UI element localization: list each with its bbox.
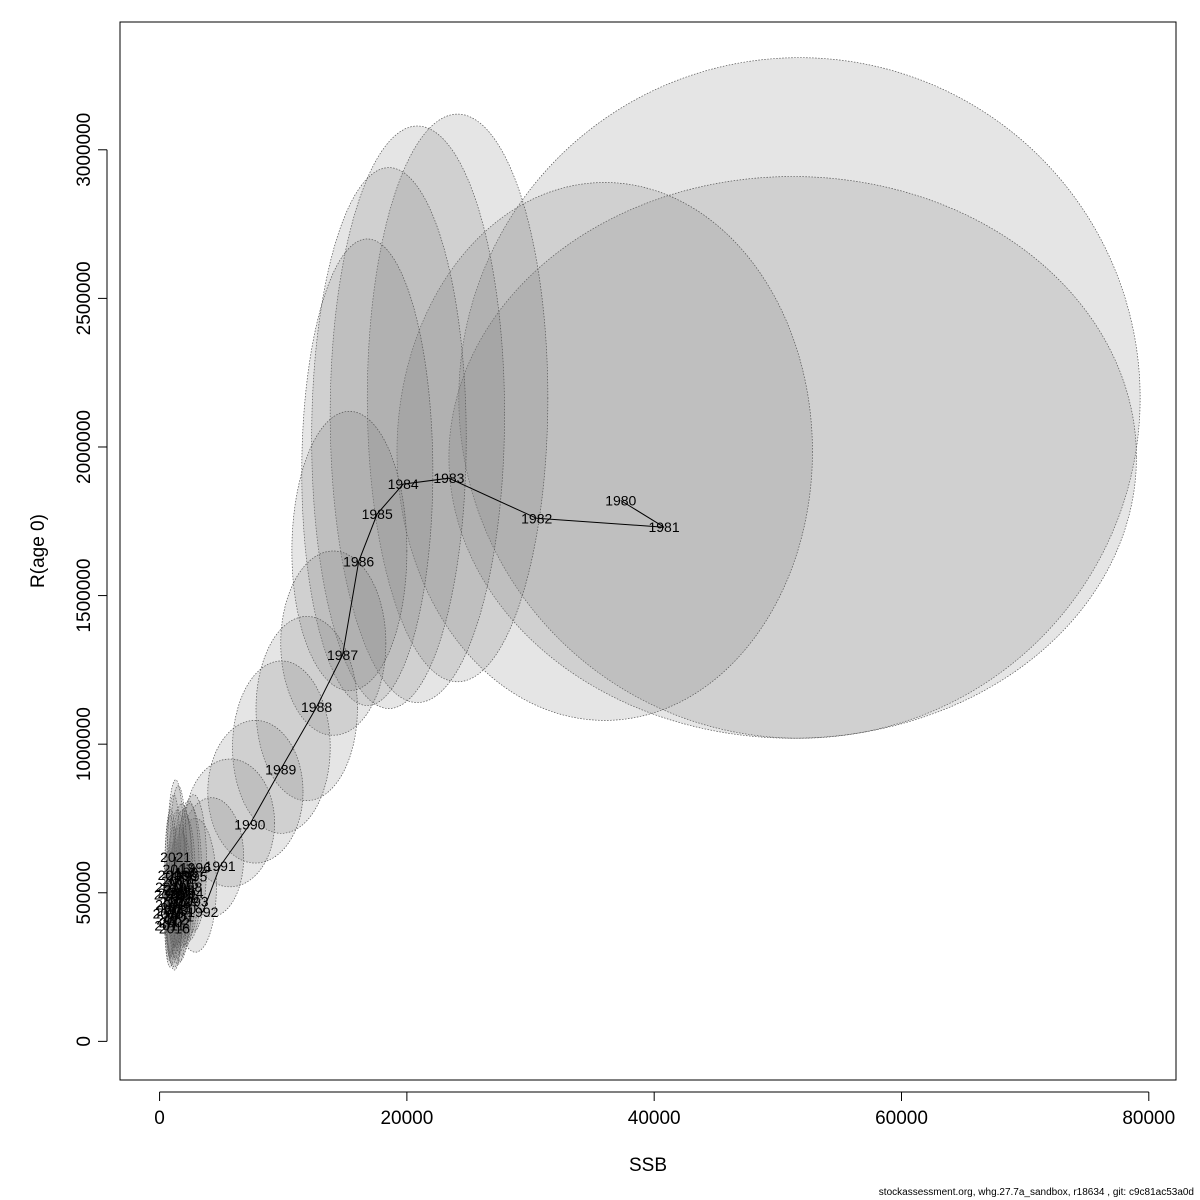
x-tick-label: 40000 bbox=[628, 1108, 681, 1129]
confidence-ellipse-1982 bbox=[396, 182, 813, 721]
point-label-1997: 1997 bbox=[175, 864, 206, 880]
point-label-1992: 1992 bbox=[187, 904, 218, 920]
x-axis-title: SSB bbox=[629, 1155, 667, 1176]
point-label-2009: 2009 bbox=[155, 897, 186, 913]
y-tick-label: 3000000 bbox=[74, 113, 95, 187]
confidence-ellipse-1991 bbox=[207, 720, 304, 864]
confidence-ellipse-1987 bbox=[291, 410, 408, 692]
point-label-1995: 1995 bbox=[176, 868, 207, 884]
point-label-2003: 2003 bbox=[156, 903, 187, 919]
point-label-1987: 1987 bbox=[327, 647, 358, 663]
point-label-1994: 1994 bbox=[172, 885, 203, 901]
y-tick-label: 500000 bbox=[74, 861, 95, 924]
year-labels: 1980 1981 1982 1983 1984 1985 1986 1987 1988 1989… bbox=[153, 470, 680, 936]
x-tick-label: 80000 bbox=[1122, 1108, 1175, 1129]
point-label-2017: 2017 bbox=[163, 861, 194, 877]
confidence-ellipse-1984 bbox=[329, 125, 505, 703]
y-tick-label: 1500000 bbox=[74, 559, 95, 633]
point-label-2015: 2015 bbox=[167, 876, 198, 892]
y-axis: 0 500000 1000000 1500000 2000000 2500000 30000… bbox=[74, 113, 108, 1047]
confidence-ellipse-1986 bbox=[301, 238, 434, 706]
x-tick-label: 60000 bbox=[875, 1108, 928, 1129]
y-tick-label: 0 bbox=[74, 1036, 95, 1047]
confidence-ellipse-1983 bbox=[366, 113, 549, 683]
point-label-2021: 2021 bbox=[160, 849, 191, 865]
point-label-2019: 2019 bbox=[155, 879, 186, 895]
point-label-2005: 2005 bbox=[164, 882, 195, 898]
confidence-ellipse-1990 bbox=[232, 660, 331, 834]
point-label-2016: 2016 bbox=[159, 920, 190, 936]
x-tick-label: 0 bbox=[154, 1108, 165, 1129]
point-label-2008: 2008 bbox=[158, 885, 189, 901]
point-label-1982: 1982 bbox=[521, 510, 552, 526]
confidence-ellipse-1996 bbox=[180, 794, 207, 932]
point-label-1981: 1981 bbox=[648, 519, 679, 535]
point-label-1991: 1991 bbox=[205, 858, 236, 874]
confidence-ellipse-1985 bbox=[311, 167, 467, 709]
confidence-ellipse-1988 bbox=[280, 550, 387, 736]
point-label-1999: 1999 bbox=[167, 891, 198, 907]
confidence-ellipse-2017 bbox=[169, 785, 188, 944]
point-label-2007: 2007 bbox=[161, 873, 192, 889]
point-label-1988: 1988 bbox=[301, 699, 332, 715]
confidence-ellipse-2021 bbox=[166, 779, 185, 947]
y-axis-title: R(age 0) bbox=[28, 514, 49, 588]
confidence-ellipse-1980 bbox=[458, 57, 1141, 739]
confidence-ellipse-1981 bbox=[448, 176, 1137, 739]
point-label-1989: 1989 bbox=[265, 761, 296, 777]
point-label-1993: 1993 bbox=[177, 894, 208, 910]
point-label-2002: 2002 bbox=[159, 914, 190, 930]
point-label-1990: 1990 bbox=[234, 816, 265, 832]
confidence-ellipses bbox=[164, 57, 1141, 971]
point-label-1980: 1980 bbox=[605, 492, 636, 508]
point-label-2011: 2011 bbox=[154, 917, 184, 933]
point-label-2012: 2012 bbox=[156, 912, 187, 928]
x-tick-label: 20000 bbox=[380, 1108, 433, 1129]
y-tick-label: 1000000 bbox=[74, 707, 95, 781]
point-label-1983: 1983 bbox=[433, 470, 464, 486]
point-label-2018: 2018 bbox=[158, 867, 189, 883]
point-label-2000: 2000 bbox=[165, 901, 196, 917]
point-label-1998: 1998 bbox=[171, 879, 202, 895]
confidence-ellipse-1989 bbox=[255, 616, 358, 801]
point-label-2010: 2010 bbox=[153, 906, 184, 922]
plot-frame bbox=[119, 21, 1177, 1081]
point-label-1985: 1985 bbox=[362, 506, 393, 522]
point-label-2001: 2001 bbox=[163, 909, 194, 925]
point-label-1984: 1984 bbox=[388, 476, 419, 492]
y-tick-label: 2000000 bbox=[74, 410, 95, 484]
point-label-2006: 2006 bbox=[166, 867, 197, 883]
point-label-2004: 2004 bbox=[160, 894, 191, 910]
footer-credit: stockassessment.org, whg.27.7a_sandbox, … bbox=[878, 1187, 1194, 1198]
trajectory-line bbox=[167, 477, 665, 929]
confidence-ellipse-2015 bbox=[172, 809, 194, 947]
point-label-1986: 1986 bbox=[343, 553, 374, 569]
x-axis: 0 20000 40000 60000 80000 bbox=[154, 1091, 1175, 1129]
point-label-1996: 1996 bbox=[180, 860, 211, 876]
point-label-2020: 2020 bbox=[154, 886, 185, 902]
y-tick-label: 2500000 bbox=[74, 261, 95, 335]
confidence-ellipse-1992 bbox=[185, 758, 275, 888]
point-label-2013: 2013 bbox=[160, 900, 191, 916]
point-label-2014: 2014 bbox=[164, 888, 195, 904]
